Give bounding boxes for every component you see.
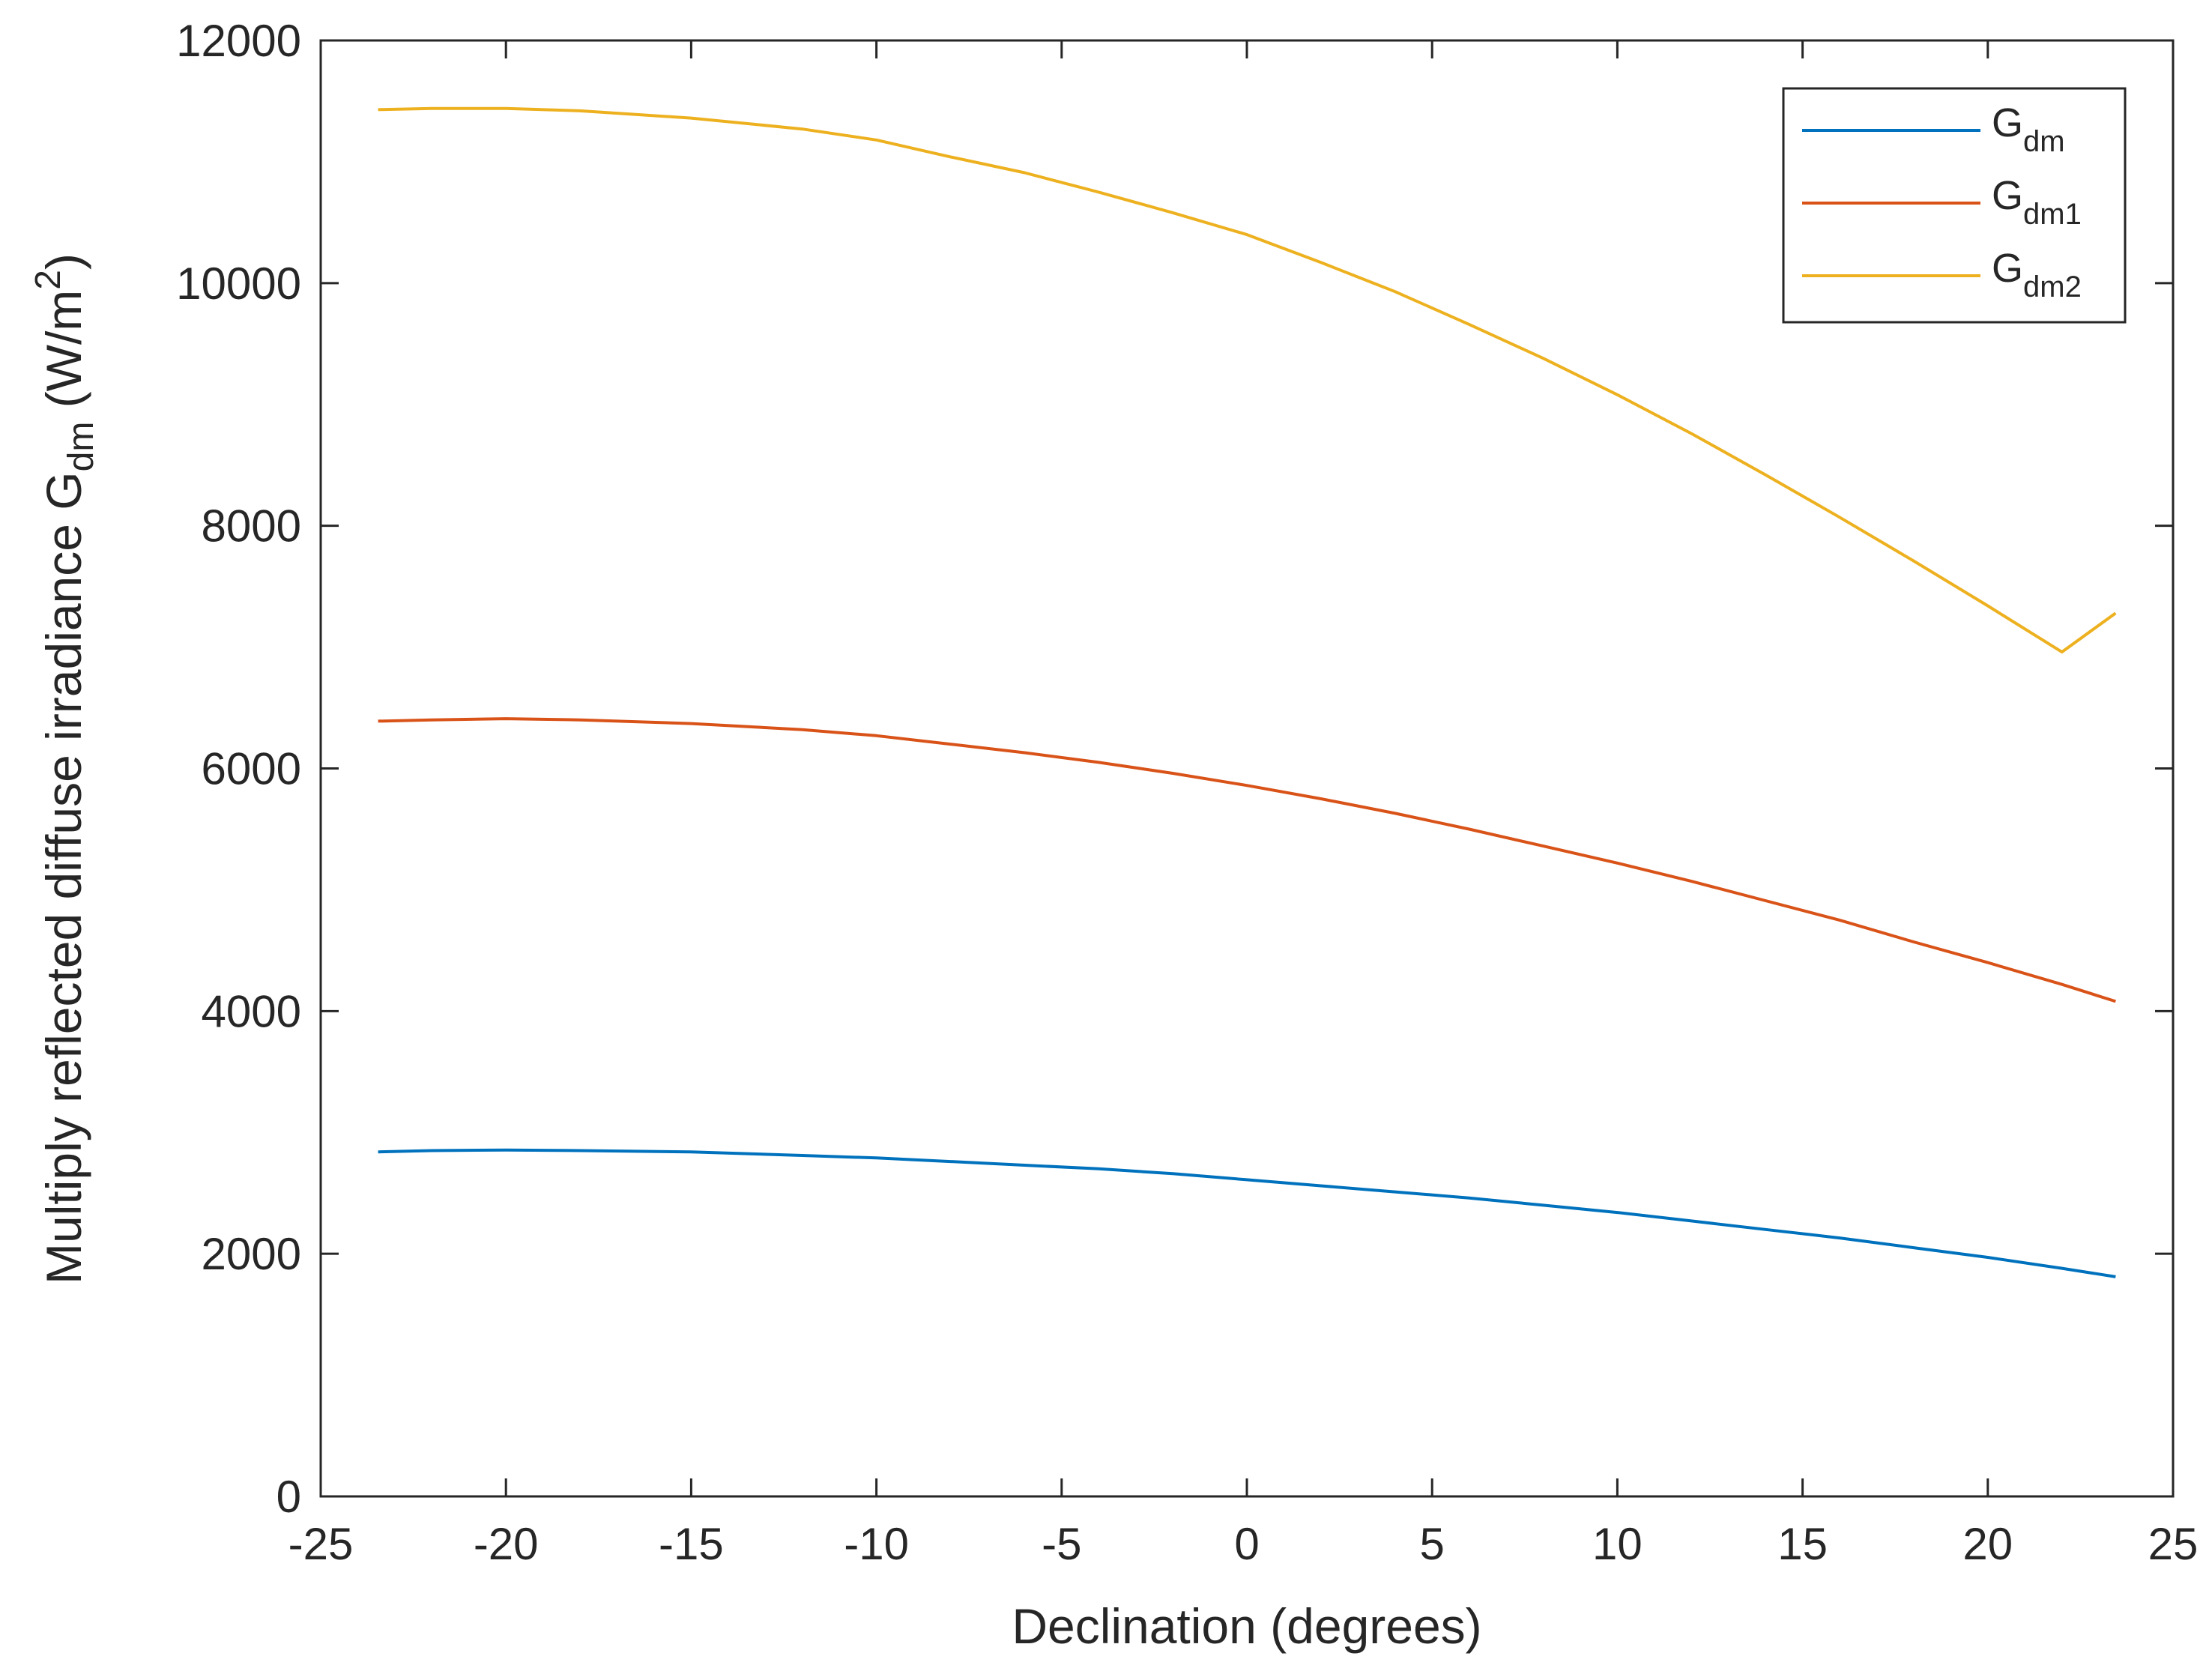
- y-axis-label-subscript: dm: [61, 422, 101, 472]
- x-tick-label: 25: [2148, 1519, 2199, 1569]
- y-tick-label: 12000: [176, 16, 301, 66]
- x-tick-label: 5: [1420, 1519, 1445, 1569]
- x-axis-ticks: -25 -20 -15 -10 -5 0 5 10 15 20 25: [288, 40, 2199, 1569]
- series-layer: [378, 106, 2117, 1278]
- x-tick-label: 15: [1777, 1519, 1828, 1569]
- y-axis-ticks: 0 2000 4000 6000 8000 10000 12000: [176, 16, 2173, 1522]
- x-tick-label: -5: [1042, 1519, 1081, 1569]
- y-axis-label: Multiply reflected diffuse irradiance Gd…: [28, 253, 101, 1284]
- legend: Gdm Gdm1 Gdm2: [1782, 87, 2127, 324]
- x-tick-label: -10: [844, 1519, 909, 1569]
- series-line-dm1: [378, 717, 2117, 1003]
- y-tick-label: 2000: [202, 1229, 301, 1279]
- x-tick-label: -25: [288, 1519, 354, 1569]
- y-tick-label: 0: [276, 1472, 301, 1522]
- legend-box: [1782, 87, 2127, 324]
- x-tick-label: -15: [659, 1519, 724, 1569]
- y-axis-label-prefix: Multiply reflected diffuse irradiance G: [36, 471, 91, 1284]
- legend-label-dm2: Gdm2: [1992, 246, 2082, 303]
- y-tick-label: 8000: [202, 501, 301, 552]
- legend-label-dm1: Gdm1: [1992, 173, 2082, 231]
- x-tick-label: 20: [1962, 1519, 2013, 1569]
- y-axis-label-unit-open: (W/m: [36, 290, 91, 422]
- x-tick-label: 10: [1592, 1519, 1643, 1569]
- legend-label-dm: Gdm: [1992, 100, 2065, 158]
- x-axis-label: Declination (degrees): [1012, 1598, 1481, 1654]
- y-tick-label: 4000: [202, 986, 301, 1036]
- y-axis-label-superscript: 2: [28, 270, 68, 290]
- legend-entries: Gdm Gdm1 Gdm2: [1802, 100, 2082, 303]
- series-line-dm: [378, 1148, 2116, 1278]
- y-tick-label: 6000: [202, 744, 301, 794]
- x-tick-label: -20: [474, 1519, 539, 1569]
- y-axis-label-unit-close: ): [36, 253, 91, 270]
- x-tick-label: 0: [1234, 1519, 1259, 1569]
- series-line-dm2: [378, 106, 2117, 654]
- y-tick-label: 10000: [176, 259, 301, 309]
